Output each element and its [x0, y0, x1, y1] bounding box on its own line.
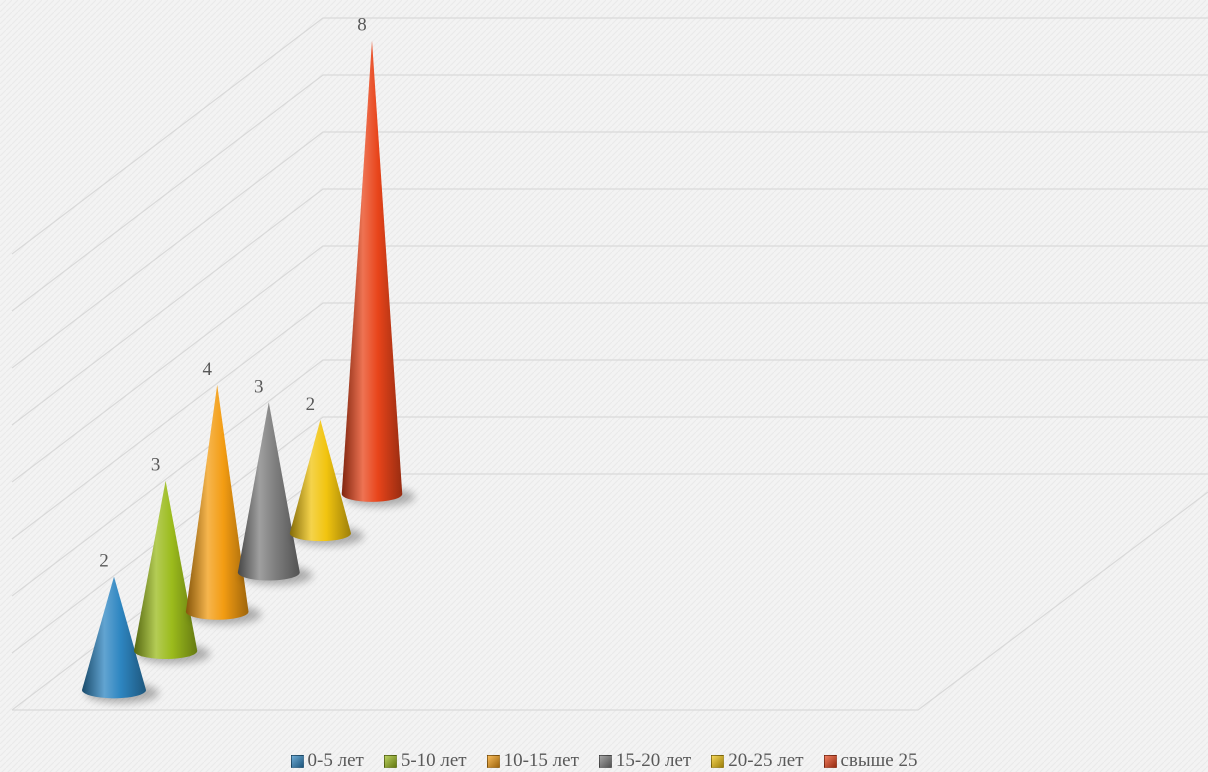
legend-label: 20-25 лет [728, 750, 804, 771]
cone-2 [185, 384, 262, 625]
legend-label: свыше 25 [840, 750, 918, 771]
data-label: 2 [306, 394, 316, 415]
legend-item: 15-20 лет [598, 750, 692, 772]
legend-swatch [383, 754, 397, 768]
floor-edge [12, 491, 1208, 711]
legend-item: 20-25 лет [711, 750, 804, 772]
legend: 0-5 лет 5-10 лет 10-15 лет 15-20 лет 20-25 л… [0, 750, 1208, 772]
legend-swatch [598, 754, 612, 768]
legend-label: 15-20 лет [615, 750, 692, 771]
gridline [11, 74, 1208, 312]
cone-mark [133, 480, 198, 660]
legend-label: 0-5 лет [307, 750, 364, 771]
data-label: 3 [151, 455, 161, 476]
legend-swatch [290, 754, 304, 768]
legend-item: 0-5 лет [290, 750, 364, 772]
legend-swatch [486, 754, 500, 768]
cone-4 [289, 419, 364, 546]
data-labels: 2 3 4 3 2 8 [99, 14, 367, 571]
cone-mark [341, 40, 403, 502]
gridline [11, 131, 1208, 369]
gridline [11, 359, 1208, 597]
legend-label: 10-15 лет [503, 750, 579, 771]
gridline [11, 188, 1208, 426]
cone-0 [82, 576, 159, 703]
data-label: 4 [202, 359, 212, 380]
data-label: 3 [254, 376, 264, 397]
gridline [11, 17, 1208, 255]
data-label: 8 [357, 14, 367, 35]
cone-mark [237, 402, 300, 581]
gridline [11, 245, 1208, 483]
data-label: 2 [99, 551, 109, 572]
legend-swatch [711, 754, 725, 768]
legend-item: 5-10 лет [383, 750, 467, 772]
cone-5 [341, 40, 415, 507]
legend-item: 10-15 лет [486, 750, 579, 772]
legend-label: 5-10 лет [400, 750, 467, 771]
legend-item: свыше 25 [823, 750, 918, 772]
cone-mark [289, 419, 351, 542]
gridline [11, 416, 1208, 654]
gridline [11, 302, 1208, 540]
legend-swatch [823, 754, 837, 768]
cone-mark [82, 576, 146, 699]
cone-mark [185, 384, 249, 620]
cones [82, 40, 415, 703]
cone-3 [237, 402, 313, 586]
cone-1 [133, 480, 210, 664]
gridlines [11, 17, 1208, 711]
